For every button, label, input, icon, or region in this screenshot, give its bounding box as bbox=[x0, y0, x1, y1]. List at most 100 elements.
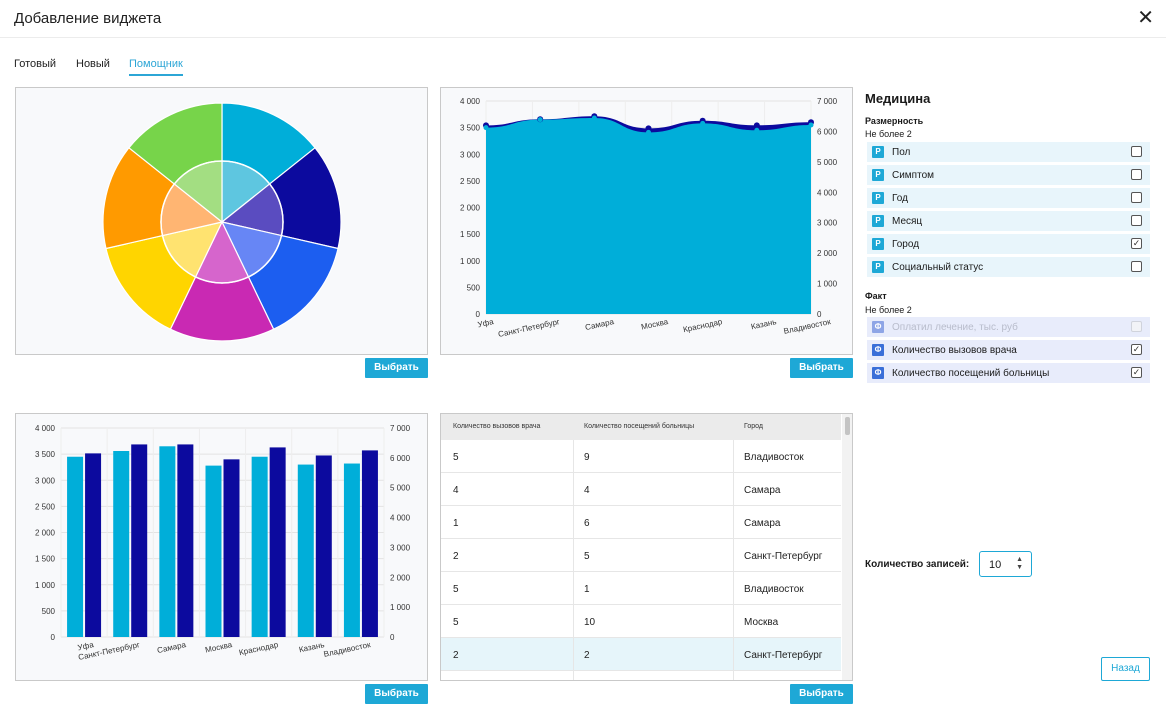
area-point-light[interactable] bbox=[537, 117, 543, 123]
area-point-light[interactable] bbox=[483, 125, 489, 131]
area-series-light[interactable] bbox=[486, 118, 811, 314]
bar-series-light[interactable] bbox=[251, 456, 268, 637]
bar-series-dark[interactable] bbox=[315, 455, 332, 637]
bar-series-dark[interactable] bbox=[361, 450, 378, 637]
y-right-tick-label: 1 000 bbox=[817, 280, 838, 289]
bar-series-dark[interactable] bbox=[177, 444, 194, 637]
area-point-light[interactable] bbox=[646, 129, 651, 135]
table-row[interactable]: 2 5 Санкт-Петербург bbox=[441, 539, 841, 572]
bar-series-dark[interactable] bbox=[269, 447, 286, 637]
fact-title: Факт bbox=[865, 291, 887, 301]
y-left-tick-label: 1 000 bbox=[35, 581, 56, 590]
x-category-label: Владивосток bbox=[323, 640, 372, 659]
select-area-button[interactable]: Выбрать bbox=[790, 358, 853, 378]
bar-series-light[interactable] bbox=[67, 456, 84, 637]
option-label: Количество вызовов врача bbox=[892, 345, 1017, 356]
records-stepper[interactable]: 10 ▲ ▼ bbox=[979, 551, 1032, 577]
checkbox-checked-icon[interactable]: ✓ bbox=[1131, 238, 1142, 249]
tab-new[interactable]: Новый bbox=[76, 58, 110, 70]
dimension-option[interactable]: P Симптом bbox=[867, 165, 1150, 185]
records-value[interactable]: 10 bbox=[989, 559, 1002, 571]
table-scrollbar[interactable] bbox=[842, 414, 852, 680]
area-point-light[interactable] bbox=[591, 115, 597, 121]
table-cell: Санкт-Петербург bbox=[744, 551, 823, 562]
y-left-tick-label: 2 000 bbox=[460, 204, 481, 213]
table-row[interactable]: 2 2 Санкт-Петербург bbox=[441, 638, 841, 671]
option-label: Количество посещений больницы bbox=[892, 368, 1050, 379]
area-point-light[interactable] bbox=[808, 122, 814, 128]
option-label: Социальный статус bbox=[892, 262, 984, 273]
close-icon[interactable]: ✕ bbox=[1137, 7, 1154, 29]
checkbox-checked-icon[interactable]: ✓ bbox=[1131, 367, 1142, 378]
y-right-tick-label: 1 000 bbox=[390, 603, 411, 612]
y-left-tick-label: 1 500 bbox=[460, 230, 481, 239]
back-button[interactable]: Назад bbox=[1101, 657, 1150, 681]
tab-ready[interactable]: Готовый bbox=[14, 58, 57, 70]
checkbox-icon[interactable] bbox=[1131, 146, 1142, 157]
option-label: Оплатил лечение, тыс. руб bbox=[892, 322, 1018, 333]
y-right-tick-label: 2 000 bbox=[390, 573, 411, 582]
dimension-option[interactable]: P Месяц bbox=[867, 211, 1150, 231]
area-point-dark[interactable] bbox=[753, 122, 760, 129]
dimension-option[interactable]: P Социальный статус bbox=[867, 257, 1150, 277]
y-right-tick-label: 7 000 bbox=[390, 424, 411, 433]
scrollbar-thumb[interactable] bbox=[845, 417, 850, 435]
pie-chart bbox=[102, 102, 342, 342]
table-panel[interactable]: Количество вызовов врача Количество посе… bbox=[440, 413, 853, 681]
fact-option[interactable]: Ф Количество вызовов врача ✓ bbox=[867, 340, 1150, 360]
y-left-tick-label: 2 500 bbox=[460, 177, 481, 186]
col-header-hospital-visits[interactable]: Количество посещений больницы bbox=[584, 423, 695, 430]
bar-series-light[interactable] bbox=[205, 465, 222, 637]
area-chart: 0 500 1 000 1 500 2 000 2 500 3 000 3 500 4 000 0… bbox=[460, 97, 838, 339]
pie-chart-panel[interactable] bbox=[15, 87, 428, 355]
option-label: Симптом bbox=[892, 170, 935, 181]
table-row[interactable]: 1 6 Самара bbox=[441, 506, 841, 539]
table-row[interactable]: 5 9 Владивосток bbox=[441, 440, 841, 473]
col-header-city[interactable]: Город bbox=[744, 423, 763, 430]
table-cell: 6 bbox=[584, 518, 590, 529]
y-right-tick-label: 5 000 bbox=[390, 484, 411, 493]
bar-series-light[interactable] bbox=[113, 450, 130, 637]
bar-series-light[interactable] bbox=[297, 464, 314, 637]
table-row[interactable]: 4 4 Самара bbox=[441, 473, 841, 506]
dimension-option[interactable]: P Пол bbox=[867, 142, 1150, 162]
dimension-option[interactable]: P Город ✓ bbox=[867, 234, 1150, 254]
bar-series-light[interactable] bbox=[159, 446, 176, 637]
dimension-option[interactable]: P Год bbox=[867, 188, 1150, 208]
checkbox-checked-icon[interactable]: ✓ bbox=[1131, 344, 1142, 355]
table-cell: Москва bbox=[744, 617, 779, 628]
area-point-light[interactable] bbox=[700, 120, 706, 126]
column-divider bbox=[733, 440, 734, 680]
area-point-dark[interactable] bbox=[645, 125, 652, 132]
dimension-title: Размерность bbox=[865, 116, 924, 126]
y-left-tick-label: 4 000 bbox=[35, 424, 56, 433]
y-left-tick-label: 500 bbox=[467, 283, 481, 292]
bar-series-dark[interactable] bbox=[131, 444, 148, 637]
y-right-tick-label: 0 bbox=[390, 633, 395, 642]
tab-assistant[interactable]: Помощник bbox=[129, 58, 183, 76]
checkbox-icon[interactable] bbox=[1131, 215, 1142, 226]
spinner-arrows-icon[interactable]: ▲ ▼ bbox=[1016, 556, 1023, 571]
checkbox-icon[interactable] bbox=[1131, 261, 1142, 272]
checkbox-icon[interactable] bbox=[1131, 169, 1142, 180]
bar-series-light[interactable] bbox=[343, 463, 360, 637]
y-right-tick-label: 6 000 bbox=[817, 127, 838, 136]
bar-series-dark[interactable] bbox=[223, 459, 240, 637]
area-point-light[interactable] bbox=[754, 127, 760, 133]
y-left-tick-label: 4 000 bbox=[460, 97, 481, 106]
col-header-doctor-calls[interactable]: Количество вызовов врача bbox=[453, 423, 541, 430]
bar-series-dark[interactable] bbox=[85, 453, 102, 637]
x-category-label: Москва bbox=[640, 317, 669, 332]
table-row[interactable]: 5 10 Москва bbox=[441, 605, 841, 638]
table-header: Количество вызовов врача Количество посе… bbox=[441, 414, 841, 440]
area-chart-panel[interactable]: 0 500 1 000 1 500 2 000 2 500 3 000 3 500 4 000 0… bbox=[440, 87, 853, 355]
y-left-tick-label: 3 500 bbox=[35, 450, 56, 459]
select-bar-button[interactable]: Выбрать bbox=[365, 684, 428, 704]
checkbox-icon[interactable] bbox=[1131, 192, 1142, 203]
table-cell: 5 bbox=[453, 617, 459, 628]
select-pie-button[interactable]: Выбрать bbox=[365, 358, 428, 378]
select-table-button[interactable]: Выбрать bbox=[790, 684, 853, 704]
bar-chart-panel[interactable]: 0 500 1 000 1 500 2 000 2 500 3 000 3 500 4 000 0… bbox=[15, 413, 428, 681]
table-row[interactable]: 5 1 Владивосток bbox=[441, 572, 841, 605]
fact-option[interactable]: Ф Количество посещений больницы ✓ bbox=[867, 363, 1150, 383]
